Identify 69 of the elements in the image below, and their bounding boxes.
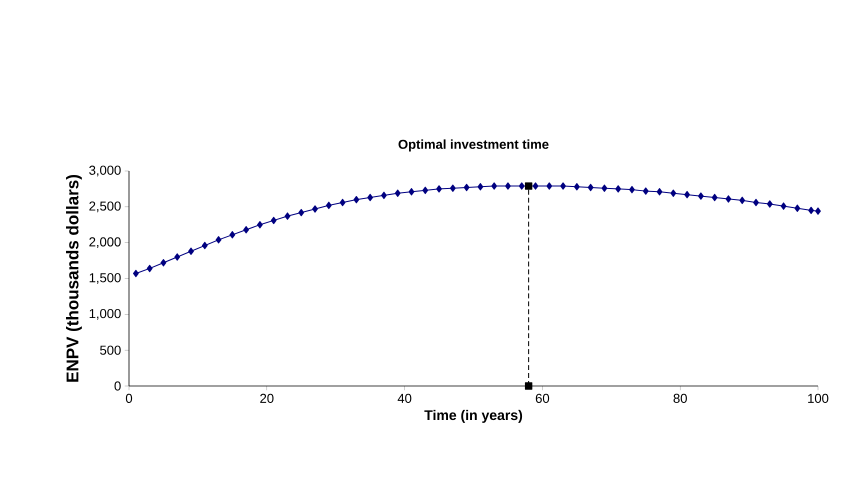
point <box>524 182 532 190</box>
point <box>408 188 414 196</box>
point <box>560 182 566 190</box>
point <box>780 202 786 210</box>
point <box>202 242 208 250</box>
point <box>794 204 800 212</box>
point <box>815 207 821 215</box>
point <box>132 270 139 278</box>
x-tick-label: 80 <box>674 394 687 403</box>
point <box>739 196 746 204</box>
point <box>588 184 594 192</box>
point <box>450 184 456 192</box>
point <box>726 195 732 203</box>
y-tick-label: 1,500 <box>90 273 121 284</box>
point <box>326 202 332 210</box>
point <box>698 192 704 200</box>
chart-title: Optimal investment time <box>398 139 549 152</box>
point <box>284 212 290 220</box>
y-tick-label: 2,500 <box>89 201 121 212</box>
point <box>670 190 676 197</box>
point <box>518 182 525 190</box>
y-tick-label: 500 <box>100 346 121 355</box>
point <box>808 206 814 214</box>
point <box>216 236 222 244</box>
point <box>270 216 277 224</box>
x-tick-label: 100 <box>808 394 828 403</box>
point <box>367 194 374 202</box>
point <box>766 200 773 208</box>
point <box>574 183 580 190</box>
point <box>353 196 360 204</box>
point <box>684 190 690 198</box>
point <box>160 259 166 266</box>
point <box>257 221 263 228</box>
point <box>629 186 635 194</box>
y-tick-label: 2,000 <box>89 237 121 248</box>
x-tick-label: 20 <box>260 394 274 403</box>
x-tick-label: 0 <box>126 394 132 403</box>
point <box>436 185 442 193</box>
point <box>753 198 759 206</box>
x-axis-title: Time (in years) <box>424 410 522 423</box>
point <box>422 186 428 194</box>
x-tick-label: 60 <box>536 394 550 403</box>
point <box>532 182 538 190</box>
point <box>298 208 304 216</box>
y-tick-label: 0 <box>114 381 121 391</box>
y-tick-label: 1,000 <box>90 308 121 320</box>
point <box>615 185 622 193</box>
point <box>312 205 318 213</box>
point <box>642 187 649 195</box>
point <box>394 190 401 197</box>
point <box>174 253 180 261</box>
point <box>602 184 608 192</box>
y-axis-title: ENPV (thousands dollars) <box>66 174 82 382</box>
point <box>505 182 511 190</box>
y-tick-label: 3,000 <box>89 166 121 176</box>
point <box>477 183 484 190</box>
point <box>464 184 470 192</box>
point <box>546 182 552 190</box>
point <box>491 182 498 190</box>
point <box>712 194 718 202</box>
point <box>340 198 346 206</box>
point <box>229 231 236 238</box>
point <box>524 382 532 390</box>
point <box>381 192 387 200</box>
point <box>243 226 250 234</box>
x-tick-label: 40 <box>398 394 412 403</box>
point <box>188 248 194 255</box>
point <box>146 264 153 272</box>
point <box>656 188 662 196</box>
